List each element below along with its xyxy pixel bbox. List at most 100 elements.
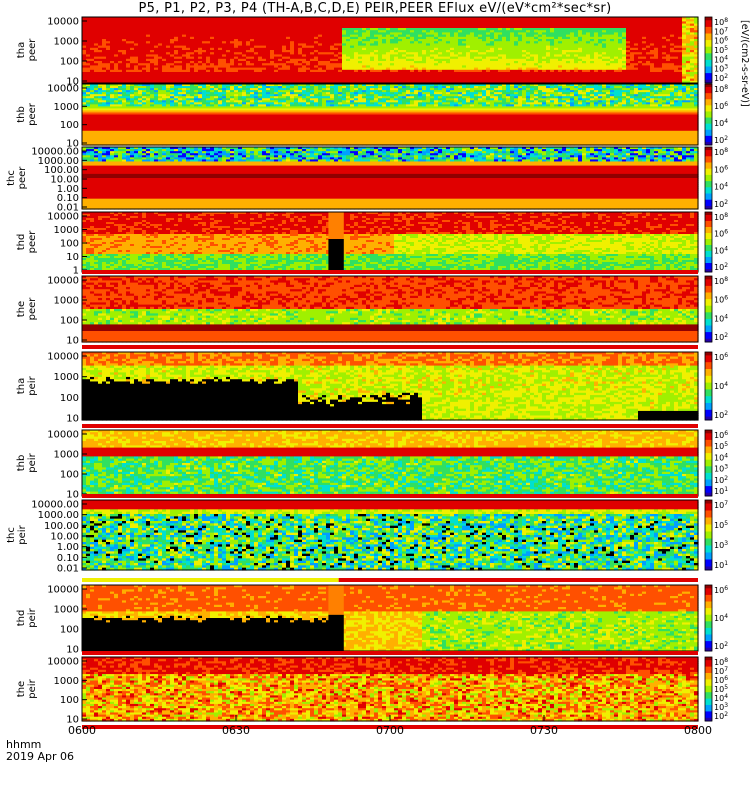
y-tick-label: 100 <box>60 625 79 636</box>
colorbar-tick-base: 10 <box>714 703 724 712</box>
y-axis-label-line: thc <box>6 170 17 186</box>
colorbar-tick-base: 10 <box>714 712 724 721</box>
colorbar-tick-exp: 2 <box>724 262 728 269</box>
colorbar-tick-exp: 2 <box>724 711 728 718</box>
y-tick-label: 100 <box>60 695 79 706</box>
colorbar-tick-label: 102 <box>714 262 728 272</box>
colorbar-tick-exp: 3 <box>724 64 728 71</box>
colorbar-tick-base: 10 <box>714 46 724 55</box>
colorbar-tick-base: 10 <box>714 296 724 305</box>
panel-thd-peer <box>82 212 699 273</box>
y-axis-label-line: peer <box>27 230 38 254</box>
colorbar-tick-base: 10 <box>714 119 724 128</box>
x-tick-label: 0630 <box>222 724 250 737</box>
y-tick-label: 10000 <box>47 17 79 28</box>
y-axis-label: thdpeir <box>16 607 38 627</box>
colorbar-tick-exp: 4 <box>724 381 728 388</box>
colorbar-tick-base: 10 <box>714 694 724 703</box>
colorbar-tick-label: 102 <box>714 135 728 145</box>
colorbar-tick-exp: 6 <box>724 675 728 682</box>
x-tick-label: 0800 <box>684 724 712 737</box>
y-tick-label: 100.00 <box>44 521 79 532</box>
colorbar-tick-base: 10 <box>714 148 724 157</box>
colorbar-tick-exp: 5 <box>724 520 728 527</box>
colorbar-tick-base: 10 <box>714 277 724 286</box>
colorbar-tick-base: 10 <box>714 431 724 440</box>
status-bar <box>339 578 698 582</box>
y-tick-label: 1000 <box>54 676 79 687</box>
data-gap <box>328 615 343 651</box>
y-tick-label: 0.10 <box>57 553 79 564</box>
data-gap-top <box>328 585 343 615</box>
colorbar-tick-exp: 6 <box>724 295 728 302</box>
y-tick-label: 1000 <box>54 450 79 461</box>
colorbar-tick-exp: 7 <box>724 500 728 507</box>
y-tick-label: 10.00 <box>50 532 79 543</box>
colorbar-tick-exp: 8 <box>724 17 728 24</box>
colorbar-tick-label: 102 <box>714 199 728 209</box>
colorbar-tick-base: 10 <box>714 676 724 685</box>
y-axis-label-line: tha <box>16 378 27 394</box>
y-axis-label-line: thb <box>16 106 27 123</box>
y-tick-label: 1000 <box>54 296 79 307</box>
colorbar-tick-label: 102 <box>714 711 728 721</box>
y-axis-label-line: peir <box>27 452 38 472</box>
colorbar-unit-text: [eV/(cm2-s-sr-eV)] <box>739 20 750 780</box>
colorbar-tick-base: 10 <box>714 453 724 462</box>
colorbar-tick-label: 104 <box>714 613 728 623</box>
colorbar-tick-base: 10 <box>714 246 724 255</box>
y-tick-label: 10 <box>66 336 79 347</box>
colorbar-tick-exp: 5 <box>724 684 728 691</box>
colorbar-tick-base: 10 <box>714 18 724 27</box>
colorbar-tick-exp: 7 <box>724 666 728 673</box>
y-axis-label-line: peer <box>27 38 38 62</box>
colorbar-tick-exp: 2 <box>724 135 728 142</box>
colorbar-tick-base: 10 <box>714 27 724 36</box>
y-axis-label-line: peer <box>27 102 38 126</box>
colorbar-tick-exp: 8 <box>724 657 728 664</box>
colorbar-tick-exp: 4 <box>724 452 728 459</box>
panel-thc-peer <box>82 147 699 210</box>
colorbar-tick-exp: 2 <box>724 332 728 339</box>
data-gap <box>328 239 343 272</box>
y-tick-label: 1000 <box>54 37 79 48</box>
colorbar-tick-exp: 4 <box>724 313 728 320</box>
colorbar-tick-label: 104 <box>714 381 728 391</box>
y-axis-label-line: peir <box>27 607 38 627</box>
colorbar-tick-label: 102 <box>714 332 728 342</box>
colorbar-tick-label: 106 <box>714 295 728 305</box>
y-axis-label: thbpeer <box>16 102 38 126</box>
status-bar <box>82 345 698 349</box>
y-tick-label: 10000 <box>47 212 79 223</box>
colorbar-unit-label: [eV/(cm2-s-sr-eV)] <box>736 20 750 785</box>
y-tick-label: 10000 <box>47 352 79 363</box>
colorbar-tick-base: 10 <box>714 658 724 667</box>
y-axis-label: thdpeer <box>16 230 38 254</box>
colorbar-tick-base: 10 <box>714 37 724 46</box>
colorbar-tick-exp: 2 <box>724 199 728 206</box>
colorbar-tick-label: 106 <box>714 229 728 239</box>
y-tick-label: 100 <box>60 316 79 327</box>
y-axis-label-line: peir <box>17 524 28 544</box>
colorbar-tick-label: 107 <box>714 500 728 510</box>
colorbar-tick-exp: 8 <box>724 212 728 219</box>
y-tick-label: 10000 <box>47 276 79 287</box>
y-tick-label: 100 <box>60 57 79 68</box>
colorbar-tick-base: 10 <box>714 521 724 530</box>
y-axis-label-line: tha <box>16 42 27 58</box>
y-tick-label: 10 <box>66 645 79 656</box>
panel-thb-peer <box>82 84 699 146</box>
colorbar-tick-exp: 6 <box>724 101 728 108</box>
y-axis-label: thapeer <box>16 38 38 62</box>
x-tick-label: 0730 <box>530 724 558 737</box>
colorbar-tick-base: 10 <box>714 333 724 342</box>
colorbar-tick-label: 104 <box>714 313 728 323</box>
y-tick-label: 100 <box>60 470 79 481</box>
y-axis-label: thcpeir <box>6 524 28 544</box>
panel-thd-peir <box>82 585 699 652</box>
colorbar-tick-label: 102 <box>714 410 728 420</box>
